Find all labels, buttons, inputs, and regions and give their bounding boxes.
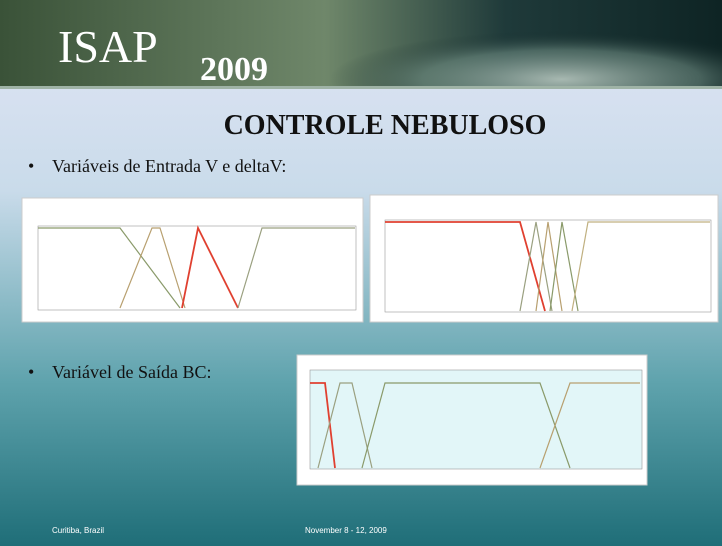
membership-chart bbox=[296, 354, 648, 486]
header-rule bbox=[0, 86, 722, 89]
logo: ISAP bbox=[58, 21, 158, 72]
bullet-text: Variáveis de Entrada V e deltaV: bbox=[52, 156, 286, 176]
bullet-mark: • bbox=[28, 156, 34, 176]
footer-dates: November 8 - 12, 2009 bbox=[305, 526, 387, 535]
logo-year: 2009 bbox=[200, 51, 268, 88]
membership-chart bbox=[21, 197, 364, 323]
bullet-mark: • bbox=[28, 362, 34, 382]
bullet-text: Variável de Saída BC: bbox=[52, 362, 211, 382]
membership-chart bbox=[369, 194, 719, 323]
header-globe bbox=[300, 0, 722, 88]
slide-title: CONTROLE NEBULOSO bbox=[224, 110, 547, 141]
footer-location: Curitiba, Brazil bbox=[52, 526, 104, 535]
